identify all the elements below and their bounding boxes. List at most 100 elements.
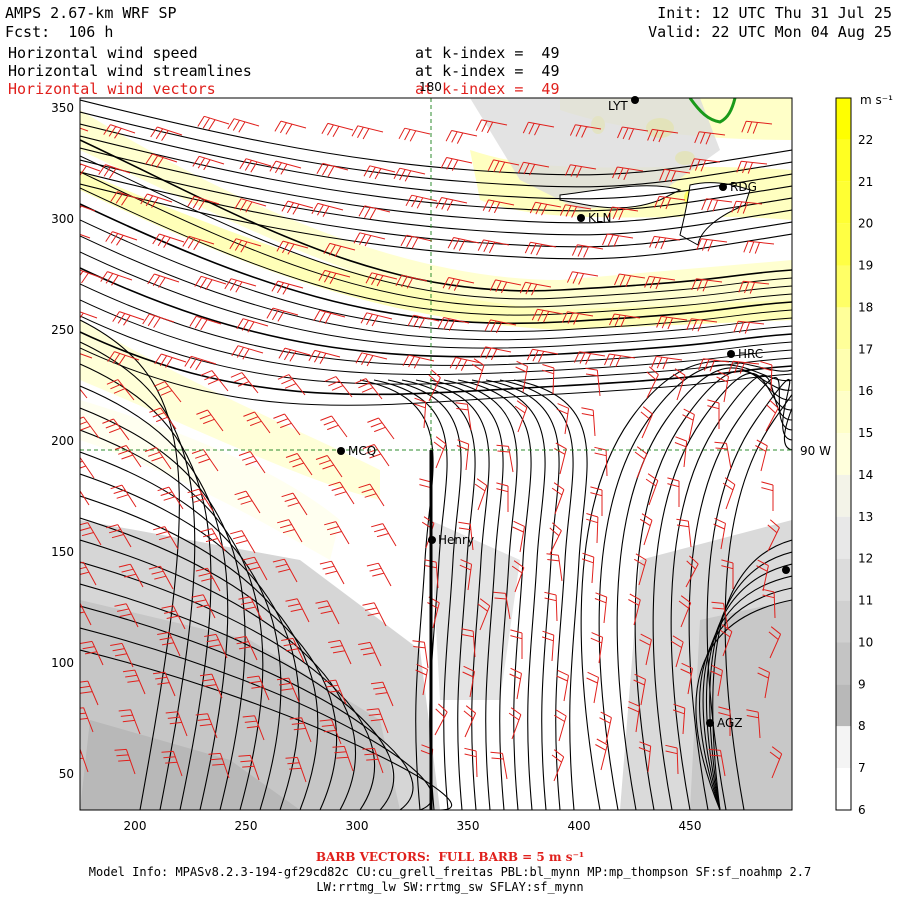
wind-barb — [266, 307, 299, 322]
wind-barb — [402, 354, 435, 369]
wind-barb — [371, 523, 397, 547]
streamline — [80, 187, 792, 316]
streamline — [616, 367, 792, 810]
streamline — [80, 283, 792, 366]
wind-barb — [496, 482, 509, 512]
wind-barb — [459, 559, 473, 591]
wind-barb — [191, 449, 219, 472]
y-tick-label: 50 — [59, 767, 74, 781]
wind-barb — [110, 191, 143, 206]
streamline — [80, 139, 792, 292]
wind-barb — [571, 244, 604, 258]
wind-barb — [676, 518, 692, 548]
wind-barb — [80, 163, 101, 177]
colorbar-label: 17 — [858, 342, 873, 356]
wind-barb — [654, 195, 686, 210]
wind-barb — [200, 370, 229, 392]
wind-barb — [694, 131, 726, 145]
colorbar-label: 8 — [858, 719, 866, 733]
wind-barb — [360, 312, 393, 327]
wind-barb — [271, 280, 304, 295]
streamline — [80, 385, 229, 810]
wind-barb — [701, 198, 733, 212]
wind-barb — [573, 351, 606, 365]
wind-barb — [316, 162, 349, 177]
wind-barb — [628, 593, 641, 626]
wind-barb — [556, 669, 569, 702]
wind-barb — [114, 603, 139, 628]
wind-barb — [487, 159, 520, 174]
wind-barb — [118, 709, 141, 735]
wind-barb — [320, 415, 348, 438]
station-lyt-marker — [631, 96, 639, 104]
colorbar-swatch — [836, 768, 851, 810]
wind-barb — [633, 673, 646, 706]
streamline — [80, 99, 792, 176]
wind-barb — [522, 121, 555, 136]
wind-barb — [234, 490, 261, 514]
wind-barb — [269, 160, 302, 175]
colorbar-swatch — [836, 642, 851, 685]
wind-barb — [328, 481, 355, 505]
streamline — [706, 378, 792, 810]
wind-barb — [640, 406, 654, 439]
wind-barb — [556, 403, 570, 435]
streamline — [695, 599, 792, 810]
wind-barb — [140, 193, 173, 208]
physics-info: LW:rrtmg_lw SW:rrtmg_sw SFLAY:sf_mynn — [316, 880, 584, 894]
wind-barb — [531, 308, 564, 323]
wind-barb — [184, 355, 217, 371]
wind-barb — [489, 279, 522, 294]
wind-barb — [80, 311, 98, 319]
wind-barb — [189, 315, 222, 331]
wind-barb — [721, 559, 734, 589]
wind-barb — [366, 708, 389, 734]
wind-barb — [445, 130, 478, 144]
wind-barb — [351, 125, 384, 140]
streamline — [80, 171, 792, 308]
colorbar-swatch — [836, 265, 851, 308]
wind-barb — [148, 565, 174, 590]
wind-barb — [647, 128, 679, 143]
wind-barb — [273, 413, 301, 436]
station-kln-label: KLN — [588, 211, 612, 225]
wind-barb — [713, 517, 726, 550]
wind-barb — [161, 605, 186, 630]
station-mcq-label: MCQ — [348, 444, 376, 458]
wind-barb — [461, 628, 476, 658]
wind-barb — [313, 309, 346, 324]
station-rdg-marker — [719, 183, 727, 191]
wind-barb — [412, 640, 429, 669]
streamline — [80, 473, 300, 810]
wind-barb — [741, 120, 773, 134]
wind-barb — [586, 671, 599, 704]
streamline — [80, 171, 792, 248]
field-name-speed: Horizontal wind speed — [8, 44, 198, 62]
streamline — [80, 517, 338, 810]
wind-barb — [707, 399, 720, 429]
colorbar-swatch — [836, 349, 851, 392]
wind-barb — [107, 351, 140, 366]
wind-barb — [80, 522, 102, 546]
model-info: Model Info: MPASv8.2.3-194-gf29cd82c CU:… — [88, 865, 812, 879]
wind-barb — [554, 709, 567, 742]
station-henry-marker — [428, 536, 436, 544]
wind-barb — [672, 368, 686, 401]
wind-barb — [319, 560, 345, 585]
x-axis-ticks: 200 250 300 350 400 450 — [124, 819, 702, 833]
wind-barb — [234, 635, 258, 661]
wind-barb — [656, 315, 688, 330]
streamline — [80, 299, 792, 376]
wind-barb — [367, 417, 395, 440]
wind-barb — [157, 631, 181, 657]
wind-barb — [733, 320, 765, 334]
wind-barb — [191, 594, 216, 619]
colorbar-unit: m s⁻¹ — [860, 93, 893, 107]
wind-barb — [319, 719, 342, 745]
wind-barb — [362, 602, 387, 627]
wind-barb — [395, 274, 428, 289]
wind-barb — [689, 158, 721, 172]
wind-barb — [696, 238, 728, 252]
wind-barb — [353, 232, 386, 247]
wind-barb — [80, 707, 94, 733]
